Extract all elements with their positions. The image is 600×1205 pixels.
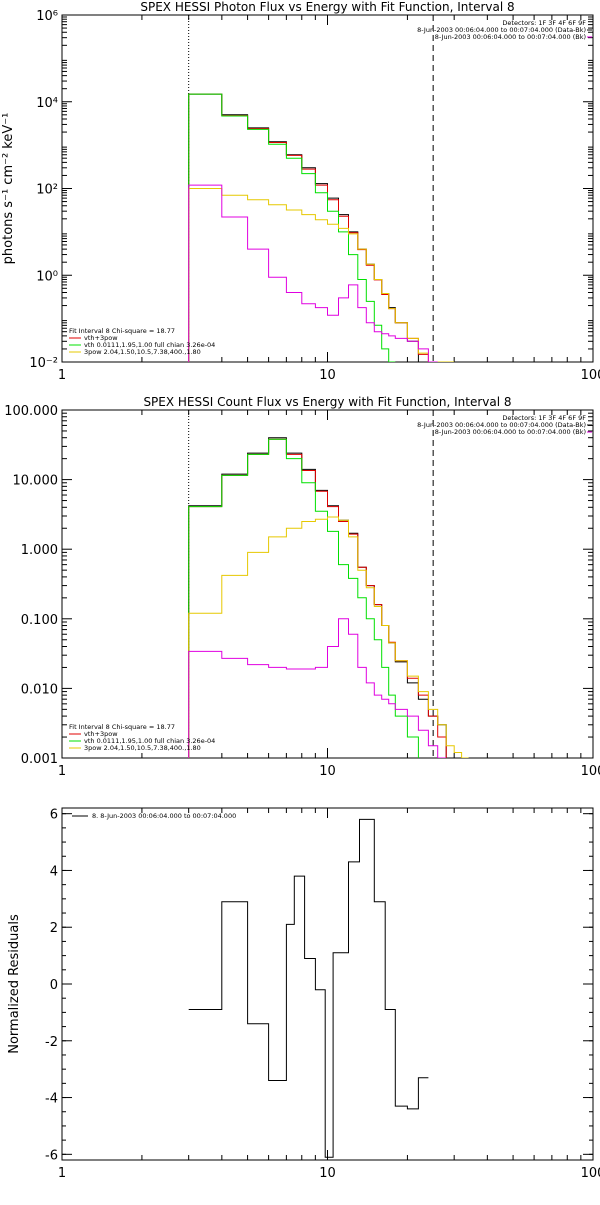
- chart-title: SPEX HESSI Photon Flux vs Energy with Fi…: [140, 0, 514, 14]
- y-tick-label: 4: [50, 864, 58, 879]
- legend-bottom-entry: Fit Interval 8 Chi-square = 18.77: [69, 723, 175, 731]
- y-tick-label: 10⁻²: [29, 356, 58, 371]
- y-axis-label: photons s⁻¹ cm⁻² keV⁻¹: [1, 113, 16, 265]
- legend-top-entry: 8-Jun-2003 00:06:04.000 to 00:07:04.000 …: [435, 33, 586, 41]
- series-thermal: [188, 438, 419, 758]
- panel-1: SPEX HESSI Photon Flux vs Energy with Fi…: [1, 0, 600, 383]
- y-tick-label: 0.100: [21, 613, 58, 628]
- y-tick-label: -2: [45, 1035, 58, 1050]
- legend-bottom-entry: vth+3pow: [84, 730, 118, 738]
- y-tick-label: -4: [45, 1092, 58, 1107]
- x-tick-label: 100: [581, 368, 600, 383]
- x-tick-label: 10: [319, 1166, 336, 1181]
- x-tick-label: 100: [581, 1166, 600, 1181]
- legend-bottom-entry: Fit Interval 8 Chi-square = 18.77: [69, 327, 175, 335]
- y-axis-label: Normalized Residuals: [7, 914, 22, 1054]
- legend-bottom-entry: vth+3pow: [84, 334, 118, 342]
- legend-top-entry: 8-Jun-2003 00:06:04.000 to 00:07:04.000 …: [435, 428, 586, 436]
- panel-3: 1 10 100 -6 -4 -2 0 2 4 6 Normalized Residuals 8. 8…: [7, 807, 600, 1181]
- x-tick-label: 1: [58, 368, 66, 383]
- legend-top-entry: 8-Jun-2003 00:06:04.000 to 00:07:04.000 …: [417, 26, 586, 34]
- plot-frame: [61, 409, 594, 759]
- y-tick-label: 10⁶: [36, 9, 58, 24]
- chart-title: SPEX HESSI Count Flux vs Energy with Fit…: [143, 395, 511, 409]
- y-tick-label: 2: [50, 921, 58, 936]
- series-background: [188, 184, 438, 362]
- y-tick-label: 0: [50, 978, 58, 993]
- legend-top-entry: Detectors: 1F 3F 4F 6F 9F: [502, 19, 586, 27]
- x-tick-label: 10: [319, 764, 336, 779]
- series-data: [188, 818, 429, 1158]
- y-tick-label: 10.000: [13, 474, 59, 489]
- y-tick-label: 100.000: [4, 404, 58, 419]
- y-tick-label: -6: [45, 1148, 58, 1163]
- series-thermal: [188, 93, 396, 362]
- panel-2: SPEX HESSI Count Flux vs Energy with Fit…: [4, 395, 600, 779]
- y-tick-label: 0.001: [21, 752, 58, 767]
- series-data: [188, 93, 438, 362]
- legend-top-entry: 8. 8-Jun-2003 00:06:04.000 to 00:07:04.0…: [92, 812, 236, 820]
- y-tick-label: 10⁴: [36, 96, 58, 111]
- legend-top-entry: 8-Jun-2003 00:06:04.000 to 00:07:04.000 …: [417, 421, 586, 429]
- legend-bottom-entry: vth 0.0111,1.95,1.00 full chian 3.26e-04: [84, 737, 215, 745]
- y-tick-label: 10²: [36, 183, 58, 198]
- legend-bottom-entry: 3pow 2.04,1.50,10.5,7.38,400.,1.80: [84, 348, 201, 356]
- x-tick-label: 1: [58, 1166, 66, 1181]
- y-tick-label: 10⁰: [36, 269, 58, 284]
- legend-bottom-entry: 3pow 2.04,1.50,10.5,7.38,400.,1.80: [84, 744, 201, 752]
- series-power: [188, 188, 455, 362]
- series-background: [188, 618, 447, 758]
- y-tick-label: 6: [50, 808, 58, 823]
- series-total: [188, 93, 447, 362]
- x-tick-label: 10: [319, 368, 336, 383]
- x-tick-label: 100: [581, 764, 600, 779]
- plot-frame: [61, 807, 594, 1161]
- legend-top-entry: Detectors: 1F 3F 4F 6F 9F: [502, 414, 586, 422]
- legend-bottom-entry: vth 0.0111,1.95,1.00 full chian 3.26e-04: [84, 341, 215, 349]
- series-power: [188, 516, 469, 758]
- x-tick-label: 1: [58, 764, 66, 779]
- y-tick-label: 0.010: [21, 682, 58, 697]
- y-tick-label: 1.000: [21, 543, 58, 558]
